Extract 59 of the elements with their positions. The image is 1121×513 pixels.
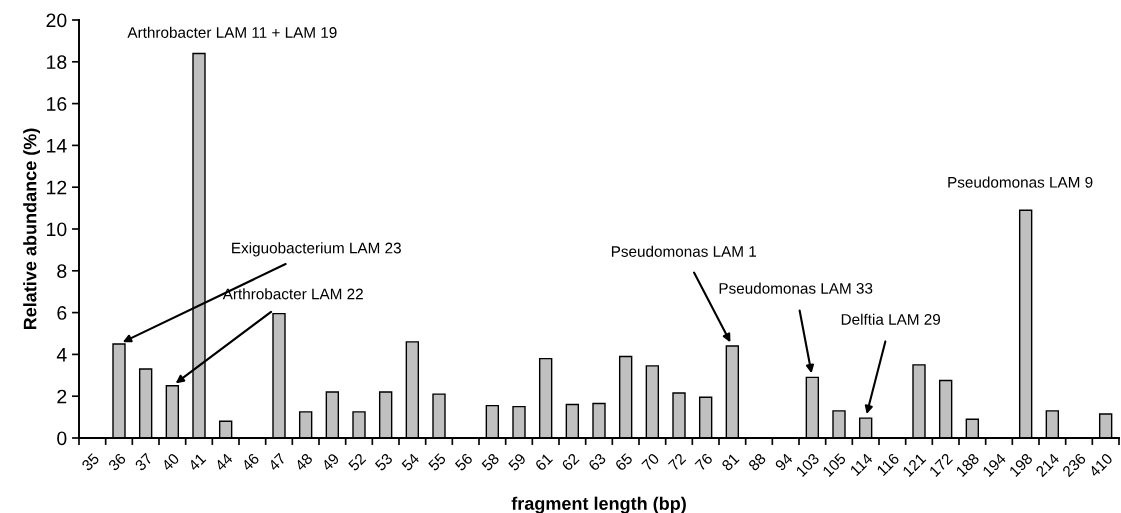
annotation: Pseudomonas LAM 1 bbox=[611, 245, 757, 257]
y-tick-label: 8 bbox=[57, 264, 67, 279]
y-tick-label: 14 bbox=[47, 139, 67, 153]
x-tick-label: 46 bbox=[240, 452, 260, 472]
x-tick-label: 121 bbox=[902, 452, 927, 477]
x-tick-label: 54 bbox=[401, 452, 420, 472]
x-tick-label: 56 bbox=[454, 452, 474, 472]
y-axis-title: Relative abundance (%) bbox=[23, 128, 41, 330]
y-tick-label: 18 bbox=[47, 55, 67, 70]
annotation: Delftia LAM 29 bbox=[841, 313, 941, 325]
x-tick-label: 410 bbox=[1088, 452, 1114, 478]
y-tick-label: 20 bbox=[46, 13, 67, 28]
annotation: Arthrobacter LAM 22 bbox=[222, 288, 363, 300]
x-axis-title: fragment length (bp) bbox=[511, 496, 686, 513]
x-tick-label: 81 bbox=[721, 452, 740, 472]
x-tick-label: 114 bbox=[849, 452, 874, 477]
x-tick-label: 63 bbox=[587, 452, 607, 472]
x-tick-label: 52 bbox=[347, 452, 367, 472]
x-tick-label: 47 bbox=[267, 452, 287, 472]
x-tick-label: 53 bbox=[374, 452, 394, 472]
x-tick-label: 49 bbox=[320, 452, 340, 472]
x-tick-label: 35 bbox=[81, 452, 100, 472]
x-tick-label: 41 bbox=[187, 452, 207, 472]
x-tick-label: 116 bbox=[876, 452, 900, 477]
annotation: Pseudomonas LAM 9 bbox=[948, 176, 1093, 188]
x-tick-label: 76 bbox=[694, 452, 714, 472]
x-tick-label: 58 bbox=[481, 452, 500, 472]
y-tick-label: 10 bbox=[47, 222, 67, 237]
x-tick-label: 37 bbox=[134, 452, 154, 472]
y-tick-label: 12 bbox=[47, 180, 67, 195]
x-tick-label: 105 bbox=[822, 452, 847, 478]
x-tick-label: 59 bbox=[507, 452, 527, 472]
x-tick-label: 72 bbox=[667, 452, 687, 472]
x-tick-label: 88 bbox=[747, 452, 767, 472]
x-tick-label: 188 bbox=[955, 452, 980, 478]
annotation: Pseudomonas LAM 33 bbox=[719, 282, 873, 294]
x-tick-label: 61 bbox=[534, 452, 554, 472]
x-tick-label: 194 bbox=[982, 452, 1007, 478]
x-tick-label: 103 bbox=[795, 452, 820, 478]
x-tick-label: 65 bbox=[614, 452, 634, 472]
y-tick-label: 16 bbox=[47, 97, 67, 111]
x-tick-label: 214 bbox=[1035, 452, 1060, 478]
x-tick-label: 40 bbox=[160, 452, 180, 472]
x-tick-label: 94 bbox=[774, 452, 794, 472]
x-tick-label: 62 bbox=[561, 452, 580, 472]
x-tick-label: 172 bbox=[928, 452, 953, 477]
y-tick-label: 6 bbox=[57, 306, 67, 320]
y-tick-label: 2 bbox=[57, 389, 67, 404]
y-tick-label: 4 bbox=[56, 348, 67, 362]
x-tick-label: 48 bbox=[294, 452, 314, 472]
x-tick-label: 198 bbox=[1008, 452, 1034, 478]
x-tick-label: 36 bbox=[107, 452, 127, 472]
y-tick-label: 0 bbox=[57, 431, 67, 446]
x-tick-label: 236 bbox=[1061, 452, 1087, 478]
annotation: Arthrobacter LAM 11 + LAM 19 bbox=[127, 26, 337, 38]
x-tick-label: 44 bbox=[214, 452, 234, 472]
annotation: Exiguobacterium LAM 23 bbox=[232, 242, 401, 257]
x-tick-label: 55 bbox=[427, 452, 447, 472]
x-tick-label: 70 bbox=[641, 452, 660, 472]
